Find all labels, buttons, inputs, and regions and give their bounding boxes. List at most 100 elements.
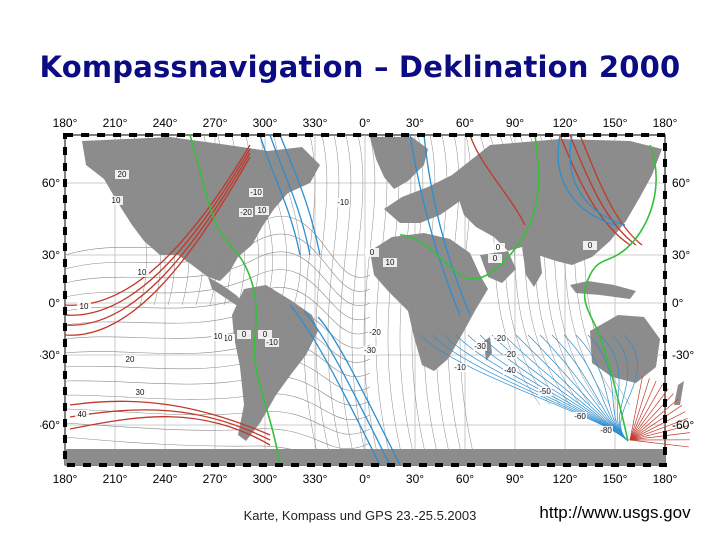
isogonic-line <box>583 144 657 442</box>
lon-tick-label-bottom: 180° <box>53 472 78 486</box>
contour-label: -20 <box>240 208 252 217</box>
contour-label-bg <box>473 342 487 351</box>
contour-label-bg <box>336 198 350 207</box>
isogonic-line <box>629 425 690 441</box>
contour-label: 20 <box>118 170 127 179</box>
contour-label-bg <box>123 355 137 364</box>
contour-label-bg <box>503 350 517 359</box>
contour-label-bg <box>249 188 263 197</box>
lon-tick-label-top: 120° <box>553 116 578 130</box>
contour-label-bg <box>109 196 123 205</box>
isogonic-line <box>399 134 540 280</box>
lat-tick-label-left: 0° <box>49 296 61 310</box>
isogonic-line <box>119 134 147 306</box>
isogonic-line <box>569 134 637 246</box>
contour-label-bg <box>573 412 587 421</box>
isogonic-line <box>317 316 401 466</box>
contour-label: 20 <box>126 355 135 364</box>
lon-tick-label-bottom: 60° <box>456 472 474 486</box>
africa <box>370 233 488 371</box>
isogonic-line <box>64 156 251 336</box>
lat-tick-label-left: -60° <box>40 418 60 432</box>
lon-tick-label-top: 60° <box>456 116 474 130</box>
land-masses <box>65 137 684 465</box>
isogonic-line <box>69 416 271 446</box>
isogonic-line <box>629 411 686 441</box>
contour-label: 10 <box>258 206 267 215</box>
contour-label: 0 <box>263 330 268 339</box>
isogonic-line <box>629 376 643 441</box>
lon-tick-label-bottom: 30° <box>406 472 424 486</box>
contour-label: 0 <box>588 241 593 250</box>
contour-label-bg <box>255 206 269 215</box>
isogonic-line <box>509 134 571 406</box>
isogonic-line <box>629 398 679 441</box>
new-zealand <box>674 381 684 405</box>
lat-tick-label-left: 30° <box>42 248 60 262</box>
lat-tick-label-left: 60° <box>42 176 60 190</box>
india <box>522 247 542 287</box>
contour-label-bg <box>363 346 377 355</box>
antarctica <box>65 449 665 465</box>
isogonic-line <box>409 134 461 316</box>
isogonic-line <box>629 378 650 441</box>
contour-label-bg <box>365 248 379 257</box>
contour-label-bg <box>211 332 225 341</box>
lon-tick-label-top: 270° <box>203 116 228 130</box>
footer-caption: Karte, Kompass und GPS 23.-25.5.2003 <box>243 508 477 523</box>
lat-tick-label-right: -30° <box>672 348 694 362</box>
contour-label: 30 <box>136 388 145 397</box>
asia <box>452 139 662 265</box>
isogonic-line <box>64 375 371 406</box>
contour-label-bg <box>239 208 253 217</box>
isogonic-line <box>161 134 189 306</box>
isogonic-line <box>315 134 333 466</box>
isogonic-line <box>489 134 551 406</box>
lon-tick-label-top: 240° <box>153 116 178 130</box>
contour-label: -10 <box>337 198 349 207</box>
lat-tick-label-right: -60° <box>672 418 694 432</box>
isogonic-line <box>629 418 688 441</box>
isogonic-line <box>620 334 638 442</box>
isogonic-line <box>64 304 371 349</box>
isogonic-line <box>64 233 371 292</box>
lon-tick-label-bottom: 90° <box>506 472 524 486</box>
isogonic-line <box>133 134 161 306</box>
isogonic-line <box>259 134 301 256</box>
lon-tick-label-top: 180° <box>653 116 678 130</box>
isogonic-line <box>423 134 441 466</box>
isogonic-line <box>64 436 371 464</box>
europe <box>384 175 470 223</box>
contour-label-bg <box>265 338 279 347</box>
lon-tick-label-bottom: 240° <box>153 472 178 486</box>
isogonic-line <box>519 134 581 406</box>
isogonic-line <box>64 148 251 316</box>
contour-label-bg <box>368 328 382 337</box>
isogonic-line <box>64 269 371 320</box>
isogonic-line <box>629 388 669 441</box>
isogonic-line <box>387 134 405 466</box>
contour-label-bg <box>237 330 251 339</box>
contour-label-bg <box>383 258 397 267</box>
contour-label-bg <box>538 387 552 396</box>
isogonic-line <box>303 310 391 466</box>
contour-label: 0 <box>370 248 375 257</box>
isogonic-line <box>303 134 321 466</box>
isogonic-line <box>629 380 657 441</box>
contour-label: -20 <box>494 334 506 343</box>
longitude-labels-bottom: 180° 210° 240° 270° 300° 330° 0° 30° 60° 90° 120° 1… <box>53 472 678 486</box>
declination-map: 20 10 10 10 0 10 -20 10 -10 0 -10 0 0 -10 10 0 -10 -20 10 2… <box>40 105 700 495</box>
isogonic-line <box>259 134 287 306</box>
lon-tick-label-top: 0° <box>359 116 371 130</box>
isogonic-line <box>339 134 357 466</box>
lon-tick-label-top: 30° <box>406 116 424 130</box>
isogonic-line <box>327 134 345 466</box>
isogonic-line <box>499 134 561 406</box>
isogonic-line <box>64 152 251 326</box>
isogonic-line <box>203 134 231 306</box>
contour-label-bg <box>115 170 129 179</box>
footer-url[interactable]: http://www.usgs.gov <box>539 503 691 522</box>
contour-label: -20 <box>504 350 516 359</box>
contour-label: 0 <box>493 254 498 263</box>
